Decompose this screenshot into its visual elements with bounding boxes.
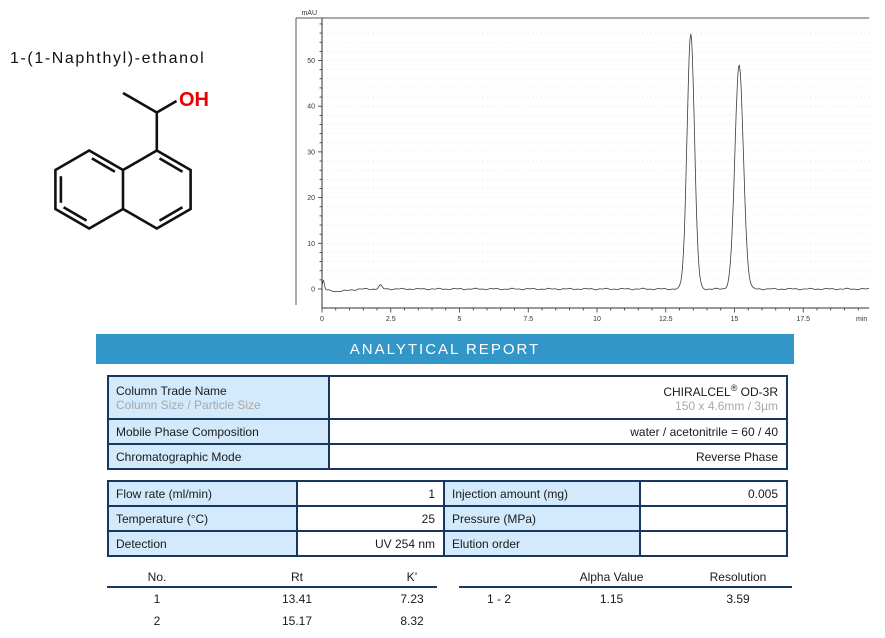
param-value: UV 254 nm — [296, 530, 445, 557]
results-value-cell: 7.23 — [400, 592, 424, 606]
molecule-structure: OH — [54, 89, 209, 231]
results-value-cell: 2 — [153, 614, 161, 628]
param-label: Pressure (MPa) — [443, 505, 641, 532]
x-tick-label: 5 — [458, 316, 462, 323]
results-value-cell: 1 - 2 — [486, 592, 511, 606]
x-tick-label: 2.5 — [386, 316, 396, 323]
naphthalene-rings — [54, 91, 192, 231]
column-trade-name-label: Column Trade Name Column Size / Particle… — [107, 375, 330, 420]
results-value-cell: 13.41 — [281, 592, 313, 606]
signal-trace — [321, 33, 869, 293]
ethanol-sidechain-bonds — [122, 91, 159, 151]
x-tick-label: 12.5 — [659, 316, 673, 323]
results-header-cell: Rt — [291, 570, 303, 584]
hydroxyl-label: OH — [179, 89, 209, 111]
results-data-row: 1 13.41 7.23 — [107, 588, 437, 610]
results-header-row: Alpha Value Resolution — [459, 568, 792, 588]
chromatogram-plot: 0 10 20 30 40 50 mAU 0 2.5 5 7.5 10 12.5 15 17.5 min — [295, 10, 870, 323]
x-tick-label: 0 — [320, 316, 324, 323]
table-row: Detection UV 254 nm Elution order — [107, 530, 788, 557]
results-value-cell: 15.17 — [281, 614, 313, 628]
y-tick-label: 50 — [307, 58, 315, 65]
results-value-cell: 3.59 — [726, 592, 750, 606]
results-data-row: 1 - 2 1.15 3.59 — [459, 588, 792, 610]
registered-mark: ® — [730, 382, 738, 393]
results-data-row: 2 15.17 8.32 — [107, 610, 437, 632]
y-axis-unit-label: mAU — [301, 10, 317, 17]
column-size-value: 150 x 4.6mm / 3µm — [675, 398, 778, 413]
y-tick-label: 20 — [307, 195, 315, 202]
table-row: Temperature (°C) 25 Pressure (MPa) — [107, 505, 788, 532]
param-value: 25 — [296, 505, 445, 532]
x-tick-label: 17.5 — [796, 316, 810, 323]
report-banner-title: ANALYTICAL REPORT — [349, 340, 541, 358]
report-banner: ANALYTICAL REPORT — [96, 334, 794, 364]
table-row: Chromatographic Mode Reverse Phase — [107, 443, 788, 470]
results-value-cell: 8.32 — [400, 614, 424, 628]
results-header-cell: Alpha Value — [579, 570, 644, 584]
param-label: Elution order — [443, 530, 641, 557]
method-params-table: Flow rate (ml/min) 1 Injection amount (mg)… — [107, 480, 788, 557]
y-tick-label: 10 — [307, 241, 315, 248]
param-value: 1 — [296, 480, 445, 507]
table-row: Column Trade Name Column Size / Particle… — [107, 375, 788, 420]
results-header-cell: Resolution — [709, 570, 767, 584]
results-header-cell: K’ — [406, 570, 418, 584]
column-trade-name-value: CHIRALCEL® OD-3R 150 x 4.6mm / 3µm — [328, 375, 788, 420]
y-tick-label: 0 — [311, 287, 315, 294]
x-axis-unit-label: min — [856, 316, 867, 323]
chromatographic-mode-label: Chromatographic Mode — [107, 443, 330, 470]
param-value: 0.005 — [639, 480, 788, 507]
results-value-cell: 1.15 — [599, 592, 624, 606]
mobile-phase-value: water / acetonitrile = 60 / 40 — [328, 418, 788, 445]
results-header-row: No. Rt K’ — [107, 568, 437, 588]
separation-results-table: Alpha Value Resolution 1 - 2 1.15 3.59 — [459, 568, 792, 610]
param-label: Temperature (°C) — [107, 505, 298, 532]
column-info-table: Column Trade Name Column Size / Particle… — [107, 375, 788, 470]
results-header-cell: No. — [147, 570, 167, 584]
chromatographic-mode-value: Reverse Phase — [328, 443, 788, 470]
x-tick-label: 10 — [593, 316, 601, 323]
compound-name: 1-(1-Naphthyl)-ethanol — [10, 50, 206, 67]
column-size-label: Column Size / Particle Size — [116, 397, 261, 412]
param-label: Injection amount (mg) — [443, 480, 641, 507]
param-label: Flow rate (ml/min) — [107, 480, 298, 507]
param-value — [639, 505, 788, 532]
param-value — [639, 530, 788, 557]
table-row: Flow rate (ml/min) 1 Injection amount (mg)… — [107, 480, 788, 507]
peak-results-table: No. Rt K’ 1 13.41 7.23 2 15.17 8.32 — [107, 568, 437, 632]
param-label: Detection — [107, 530, 298, 557]
y-tick-label: 30 — [307, 149, 315, 156]
y-tick-label: 40 — [307, 104, 315, 111]
table-row: Mobile Phase Composition water / acetoni… — [107, 418, 788, 445]
x-tick-label: 7.5 — [523, 316, 533, 323]
results-value-cell: 1 — [153, 592, 161, 606]
mobile-phase-label: Mobile Phase Composition — [107, 418, 330, 445]
x-tick-label: 15 — [731, 316, 739, 323]
